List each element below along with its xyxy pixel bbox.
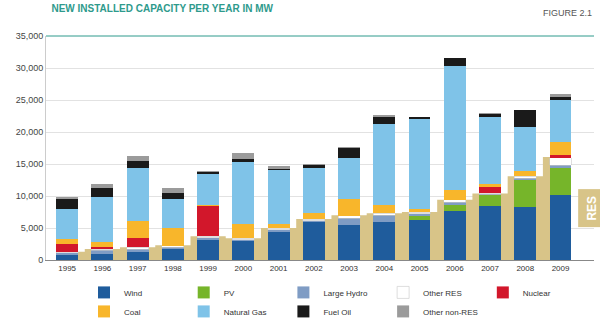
svg-text:1998: 1998	[164, 264, 182, 273]
svg-text:2005: 2005	[411, 264, 429, 273]
svg-text:30,000: 30,000	[16, 63, 44, 73]
svg-text:20,000: 20,000	[16, 127, 44, 137]
svg-text:2002: 2002	[305, 264, 323, 273]
svg-text:2004: 2004	[375, 264, 393, 273]
svg-text:NEW INSTALLED CAPACITY PER YEA: NEW INSTALLED CAPACITY PER YEAR IN MW	[51, 3, 273, 14]
svg-text:2007: 2007	[481, 264, 499, 273]
svg-text:1996: 1996	[93, 264, 111, 273]
svg-text:25,000: 25,000	[16, 95, 44, 105]
svg-text:Wind: Wind	[124, 289, 142, 298]
svg-text:FIGURE 2.1: FIGURE 2.1	[543, 8, 592, 18]
svg-text:2001: 2001	[270, 264, 288, 273]
svg-text:5,000: 5,000	[21, 223, 44, 233]
svg-text:10,000: 10,000	[16, 191, 44, 201]
svg-text:35,000: 35,000	[16, 31, 44, 41]
svg-text:Other RES: Other RES	[423, 289, 462, 298]
svg-text:0: 0	[38, 255, 43, 265]
svg-text:1997: 1997	[129, 264, 147, 273]
svg-text:1999: 1999	[199, 264, 217, 273]
svg-text:15,000: 15,000	[16, 159, 44, 169]
svg-text:Nuclear: Nuclear	[523, 289, 551, 298]
svg-text:2000: 2000	[234, 264, 252, 273]
svg-text:1995: 1995	[58, 264, 76, 273]
svg-text:2009: 2009	[552, 264, 570, 273]
svg-text:2003: 2003	[340, 264, 358, 273]
svg-text:PV: PV	[224, 289, 235, 298]
svg-text:Fuel Oil: Fuel Oil	[323, 308, 351, 317]
svg-text:2008: 2008	[516, 264, 534, 273]
svg-text:Coal: Coal	[124, 308, 141, 317]
svg-text:Other non-RES: Other non-RES	[423, 308, 478, 317]
svg-text:2006: 2006	[446, 264, 464, 273]
svg-text:Natural Gas: Natural Gas	[224, 308, 267, 317]
svg-text:Large Hydro: Large Hydro	[323, 289, 368, 298]
svg-text:RES: RES	[585, 196, 599, 221]
